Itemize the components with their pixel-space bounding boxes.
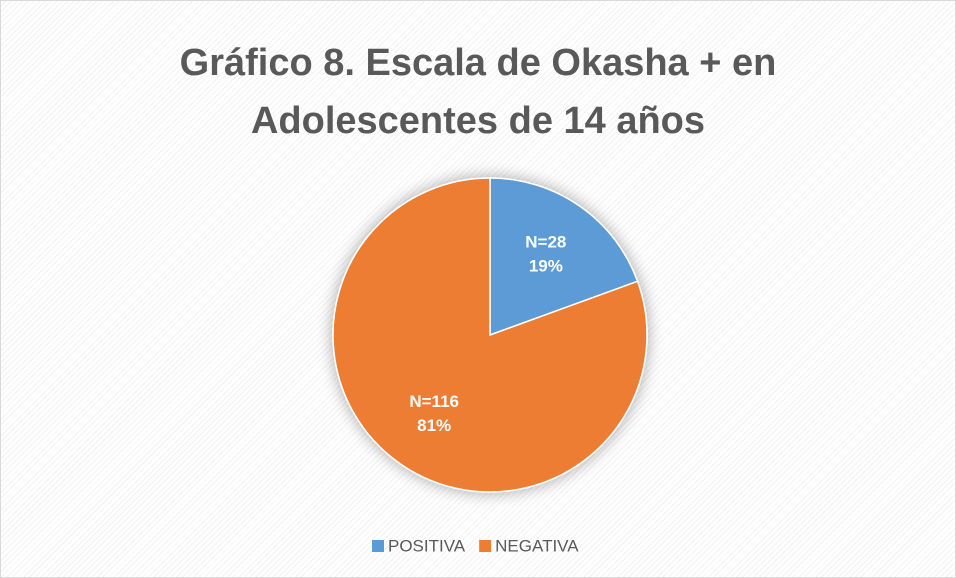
pie xyxy=(332,177,648,493)
legend-label: POSITIVA xyxy=(388,536,466,555)
chart-title: Gráfico 8. Escala de Okasha + en Adolesc… xyxy=(179,42,777,142)
pie-slice xyxy=(489,177,639,337)
legend-swatch xyxy=(479,540,492,552)
data-label: N=116 xyxy=(409,392,459,411)
legend-swatch xyxy=(372,540,384,552)
legend-label: NEGATIVA xyxy=(495,536,579,555)
pie-slice xyxy=(332,177,648,493)
data-label: 19% xyxy=(529,257,563,276)
data-label: N=28 xyxy=(525,233,566,252)
data-label: 81% xyxy=(417,416,451,435)
